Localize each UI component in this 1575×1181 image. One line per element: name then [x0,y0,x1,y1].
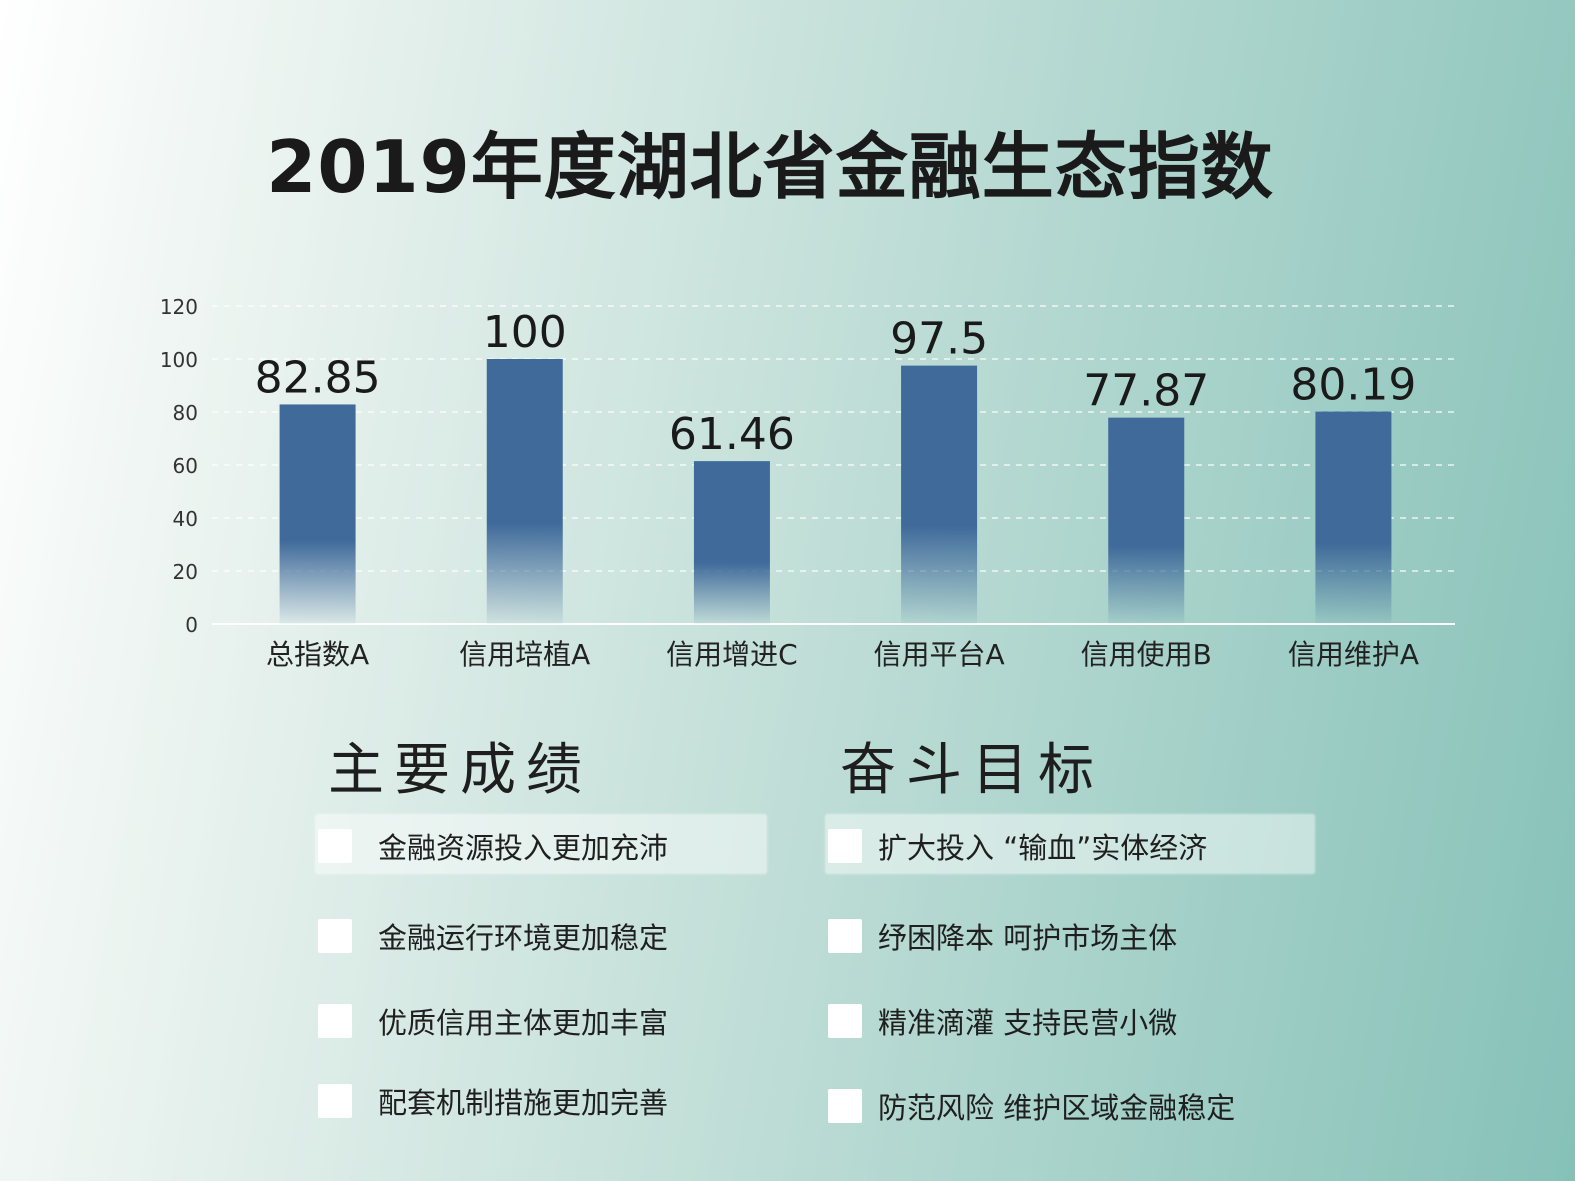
bar-value-label: 80.19 [1290,359,1416,410]
checkbox-icon[interactable] [318,919,352,953]
bar [1315,411,1392,624]
achievement-item-label: 金融运行环境更加稳定 [378,921,669,955]
achievement-item-label: 配套机制措施更加完善 [378,1086,669,1120]
x-tick-label: 信用培植A [459,638,590,671]
achievement-item: 金融资源投入更加充沛 [316,815,766,873]
bar-chart: 0 20 40 60 80 100 120 82.85 总指数A 100 信用培植A 61.46 信用增… [159,295,1419,671]
bar [279,404,356,624]
checkbox-icon[interactable] [828,1089,862,1123]
achievement-item: 金融运行环境更加稳定 [316,905,766,963]
goals-heading: 奋斗目标 [840,738,1104,803]
checkbox-icon[interactable] [318,1004,352,1038]
y-tick-label: 60 [173,454,198,478]
checkbox-icon[interactable] [828,1004,862,1038]
y-tick-label: 20 [173,560,198,584]
goal-item-label: 防范风险 维护区域金融稳定 [878,1091,1236,1125]
checkbox-icon[interactable] [318,829,352,863]
achievements-heading: 主要成绩 [328,738,592,803]
achievement-item: 配套机制措施更加完善 [316,1070,766,1128]
y-tick-label: 80 [173,401,198,425]
goal-item-label: 纾困降本 呵护市场主体 [878,921,1178,955]
y-tick-label: 120 [160,295,198,319]
x-tick-label: 信用平台A [874,638,1005,671]
bar [901,365,978,624]
chart-title: 2019年度湖北省金融生态指数 [266,125,1274,209]
bar-value-label: 97.5 [890,314,988,365]
goal-item: 精准滴灌 支持民营小微 [826,990,1314,1048]
bar [693,461,770,624]
goal-item-label: 精准滴灌 支持民营小微 [878,1006,1178,1040]
checkbox-icon[interactable] [318,1084,352,1118]
x-tick-label: 信用使用B [1081,638,1212,671]
checkbox-icon[interactable] [828,919,862,953]
goal-item-label: 扩大投入 “输血”实体经济 [878,831,1208,865]
x-tick-label: 信用维护A [1288,638,1419,671]
bar-value-label: 82.85 [255,352,381,403]
x-tick-label: 总指数A [266,638,369,671]
goal-item: 防范风险 维护区域金融稳定 [826,1075,1314,1133]
goal-item: 纾困降本 呵护市场主体 [826,905,1314,963]
y-tick-label: 40 [173,507,198,531]
x-tick-label: 信用增进C [666,638,798,671]
bar-value-label: 100 [483,307,567,358]
bar-value-label: 77.87 [1083,366,1209,417]
achievement-item-label: 金融资源投入更加充沛 [378,831,669,865]
checkbox-icon[interactable] [828,829,862,863]
bar-value-label: 61.46 [669,409,795,460]
goal-item: 扩大投入 “输血”实体经济 [826,815,1314,873]
achievement-item: 优质信用主体更加丰富 [316,990,766,1048]
y-tick-label: 0 [185,613,198,637]
achievement-item-label: 优质信用主体更加丰富 [378,1006,669,1040]
bar [1108,417,1185,624]
y-tick-label: 100 [160,348,198,372]
bar [486,359,563,624]
